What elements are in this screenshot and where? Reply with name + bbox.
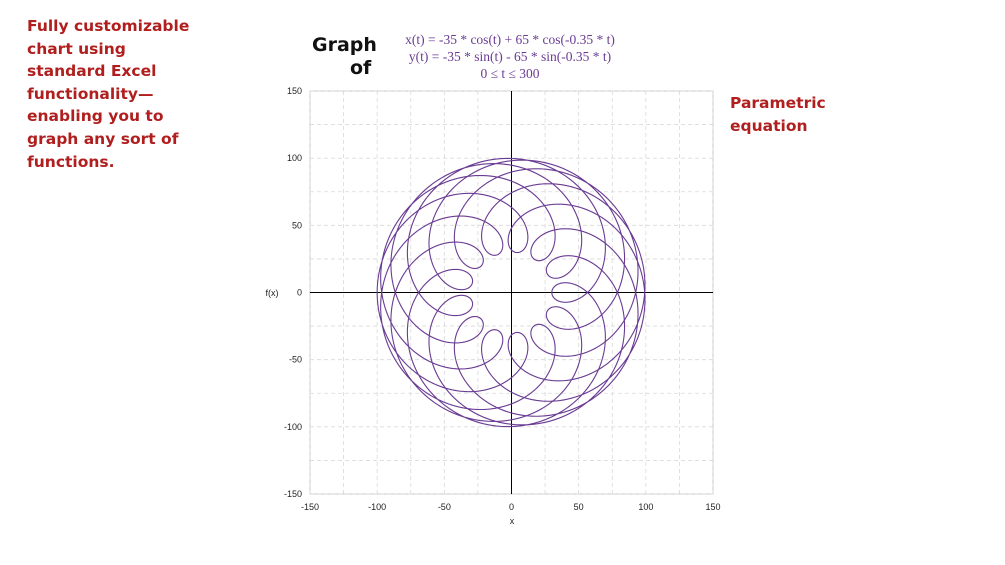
- heading-graph: Graph: [312, 34, 377, 56]
- x-tick-labels: -150 -100 -50 0 50 100 150: [301, 502, 721, 512]
- y-tick-label: 50: [292, 220, 302, 230]
- heading-of: of: [350, 57, 372, 79]
- y-tick-label: -50: [289, 355, 302, 365]
- y-tick-label: -150: [284, 489, 302, 499]
- x-tick-label: -150: [301, 502, 319, 512]
- curve-layer: [376, 157, 646, 428]
- equation-x: x(t) = -35 * cos(t) + 65 * cos(-0.35 * t…: [405, 32, 615, 47]
- parametric-curve: [376, 157, 646, 428]
- y-tick-label: 150: [287, 86, 302, 96]
- equation-range: 0 ≤ t ≤ 300: [480, 66, 540, 81]
- y-tick-label: -100: [284, 422, 302, 432]
- side-label: Parametric equation: [730, 94, 826, 135]
- axes: [310, 91, 713, 494]
- equation-y: y(t) = -35 * sin(t) - 65 * sin(-0.35 * t…: [408, 49, 612, 64]
- x-tick-label: 100: [638, 502, 653, 512]
- x-tick-label: -100: [368, 502, 386, 512]
- x-tick-label: 0: [509, 502, 514, 512]
- x-tick-label: 50: [574, 502, 584, 512]
- x-tick-label: -50: [438, 502, 451, 512]
- y-axis-label: f(x): [266, 288, 279, 298]
- y-tick-labels: 150 100 50 0 -50 -100 -150: [284, 86, 302, 499]
- x-tick-label: 150: [705, 502, 720, 512]
- y-tick-label: 100: [287, 153, 302, 163]
- x-axis-label: x: [510, 516, 515, 526]
- y-tick-label: 0: [297, 288, 302, 298]
- promo-text: Fully customizable chart using standard …: [27, 17, 190, 171]
